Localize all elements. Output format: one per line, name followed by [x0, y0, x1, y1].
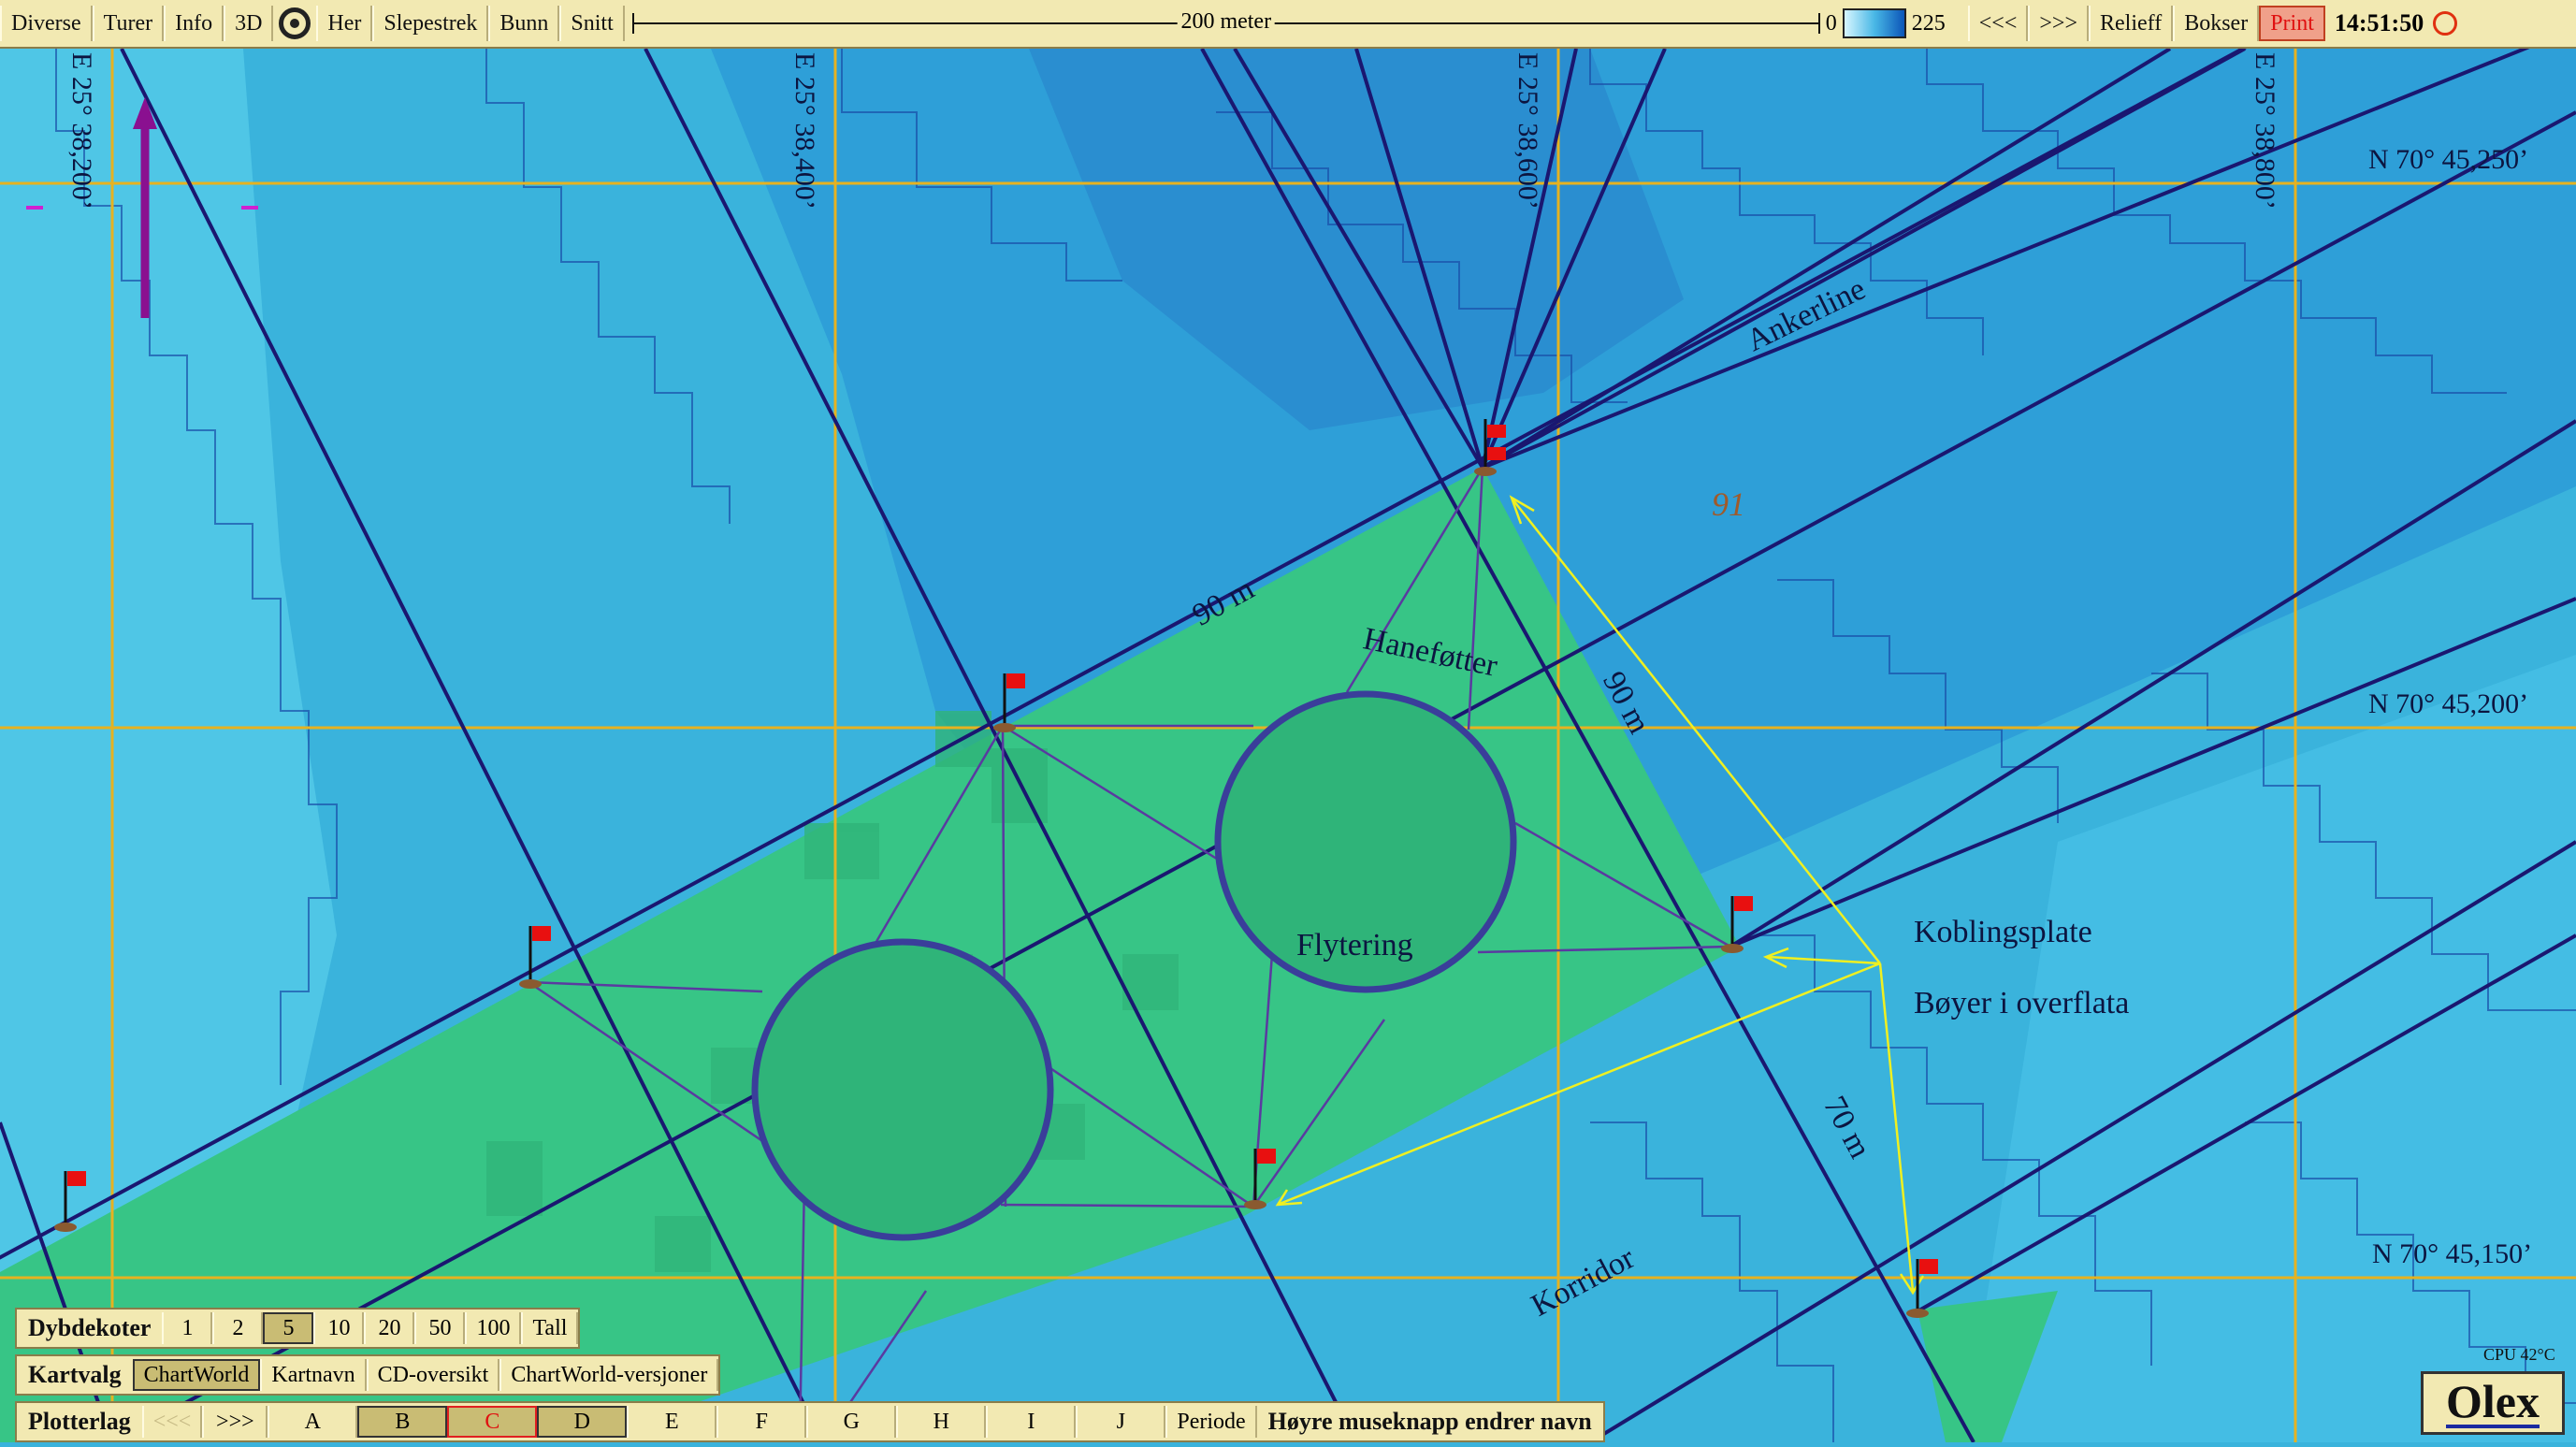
koblingsplate-label: Koblingsplate: [1914, 915, 2092, 949]
turer-button[interactable]: Turer: [92, 6, 165, 41]
map-canvas[interactable]: [0, 49, 2576, 1442]
depth-contour-10-button[interactable]: 10: [313, 1312, 365, 1344]
depth-value: 91: [1712, 485, 1745, 523]
north-arrow-icon: [26, 97, 258, 318]
print-button[interactable]: Print: [2259, 6, 2325, 41]
latitude-label: N 70° 45,150’: [2372, 1238, 2533, 1269]
relief-button[interactable]: Relieff: [2088, 6, 2174, 41]
longitude-label: E 25° 38,400’: [789, 52, 820, 210]
brand-text: Olex: [2446, 1375, 2540, 1428]
depth-zone-shallow-east: [1964, 655, 2576, 1442]
kartnavn-button[interactable]: Kartnavn: [260, 1359, 367, 1391]
latitude-label: N 70° 45,200’: [2368, 688, 2529, 719]
chart-map[interactable]: E 25° 38,200’ E 25° 38,400’ E 25° 38,600…: [0, 49, 2576, 1442]
plotterlag-title: Plotterlag: [28, 1408, 131, 1435]
dybdekoter-title: Dybdekoter: [28, 1314, 152, 1341]
chartworld-button[interactable]: ChartWorld: [132, 1359, 261, 1391]
chartworld-versjoner-button[interactable]: ChartWorld-versjoner: [499, 1359, 719, 1391]
depth-max-label: 225: [1911, 10, 1946, 36]
depth-color-scale[interactable]: [1842, 8, 1906, 38]
slepestrek-button[interactable]: Slepestrek: [372, 6, 489, 41]
layer-c-button[interactable]: C: [447, 1406, 538, 1438]
plotterlag-prev-button[interactable]: <<<: [141, 1406, 203, 1438]
depth-contour-1-button[interactable]: 1: [162, 1312, 213, 1344]
fish-cage-ring[interactable]: [751, 938, 1054, 1241]
plotterlag-hint: Høyre museknapp endrer navn: [1267, 1408, 1592, 1435]
longitude-label: E 25° 38,200’: [66, 52, 97, 210]
3d-button[interactable]: 3D: [224, 6, 274, 41]
buoy-flag-icon[interactable]: [1244, 1149, 1276, 1209]
next-button[interactable]: >>>: [2028, 6, 2089, 41]
layer-g-button[interactable]: G: [806, 1406, 897, 1438]
prev-button[interactable]: <<<: [1967, 6, 2029, 41]
buoy-flag-icon[interactable]: [993, 673, 1025, 732]
annotation-pointers: [1275, 495, 1925, 1295]
cd-oversikt-button[interactable]: CD-oversikt: [366, 1359, 500, 1391]
depth-contour-20-button[interactable]: 20: [364, 1312, 415, 1344]
depth-contour-tall-button[interactable]: Tall: [521, 1312, 579, 1344]
scale-label: 200 meter: [1177, 9, 1276, 35]
latitude-label: N 70° 45,250’: [2368, 144, 2529, 175]
layer-h-button[interactable]: H: [896, 1406, 987, 1438]
boyer-label: Bøyer i overflata: [1914, 986, 2130, 1020]
buoy-flag-icon[interactable]: [1906, 1259, 1938, 1318]
layer-i-button[interactable]: I: [986, 1406, 1077, 1438]
kartvalg-title: Kartvalg: [28, 1361, 122, 1388]
graticule: [0, 49, 2576, 1442]
periode-button[interactable]: Periode: [1165, 1406, 1257, 1438]
depth-contour-100-button[interactable]: 100: [465, 1312, 522, 1344]
depth-contour-50-button[interactable]: 50: [414, 1312, 466, 1344]
depth-zone-deepest: [1029, 49, 1684, 430]
longitude-label: E 25° 38,800’: [2250, 52, 2280, 210]
sun-icon[interactable]: [2433, 11, 2458, 36]
layer-e-button[interactable]: E: [627, 1406, 717, 1438]
cpu-temperature: CPU 42°C: [2483, 1345, 2555, 1364]
kartvalg-panel: Kartvalg ChartWorld Kartnavn CD-oversikt…: [15, 1354, 721, 1396]
diverse-button[interactable]: Diverse: [0, 6, 93, 41]
longitude-label: E 25° 38,600’: [1512, 52, 1543, 210]
target-icon[interactable]: [279, 7, 311, 39]
olex-logo: Olex: [2421, 1371, 2565, 1435]
buoy-flag-icon[interactable]: [1721, 896, 1753, 953]
snitt-button[interactable]: Snitt: [559, 6, 625, 41]
layer-a-button[interactable]: A: [268, 1406, 358, 1438]
fish-cage-ring[interactable]: [1214, 690, 1517, 993]
buoy-flag-icon[interactable]: [519, 926, 551, 989]
depth-contour-5-button[interactable]: 5: [263, 1312, 314, 1344]
bokser-button[interactable]: Bokser: [2173, 6, 2260, 41]
clock: 14:51:50: [2334, 9, 2424, 36]
buoys[interactable]: [54, 419, 1938, 1318]
depth-min-label: 0: [1825, 10, 1837, 36]
plotterlag-next-button[interactable]: >>>: [202, 1406, 268, 1438]
depth-contours: [55, 49, 2576, 1442]
her-button[interactable]: Her: [316, 6, 373, 41]
layer-j-button[interactable]: J: [1076, 1406, 1166, 1438]
flytering-label: Flytering: [1296, 928, 1413, 962]
depth-contour-2-button[interactable]: 2: [212, 1312, 264, 1344]
plotterlag-panel: Plotterlag <<< >>> A B C D E F G H I J P…: [15, 1401, 1605, 1442]
dybdekoter-panel: Dybdekoter 1 2 5 10 20 50 100 Tall: [15, 1308, 581, 1349]
top-toolbar: Diverse Turer Info 3D Her Slepestrek Bun…: [0, 0, 2576, 49]
bunn-button[interactable]: Bunn: [488, 6, 560, 41]
layer-f-button[interactable]: F: [716, 1406, 807, 1438]
scale-bar: 200 meter: [631, 6, 1820, 41]
depth-zone-shallow-west: [0, 49, 337, 1442]
mooring-lines: [0, 49, 2576, 1442]
layer-d-button[interactable]: D: [537, 1406, 628, 1438]
buoy-flag-icon[interactable]: [1474, 419, 1506, 476]
buoy-flag-icon[interactable]: [54, 1171, 86, 1232]
info-button[interactable]: Info: [164, 6, 224, 41]
layer-b-button[interactable]: B: [357, 1406, 448, 1438]
